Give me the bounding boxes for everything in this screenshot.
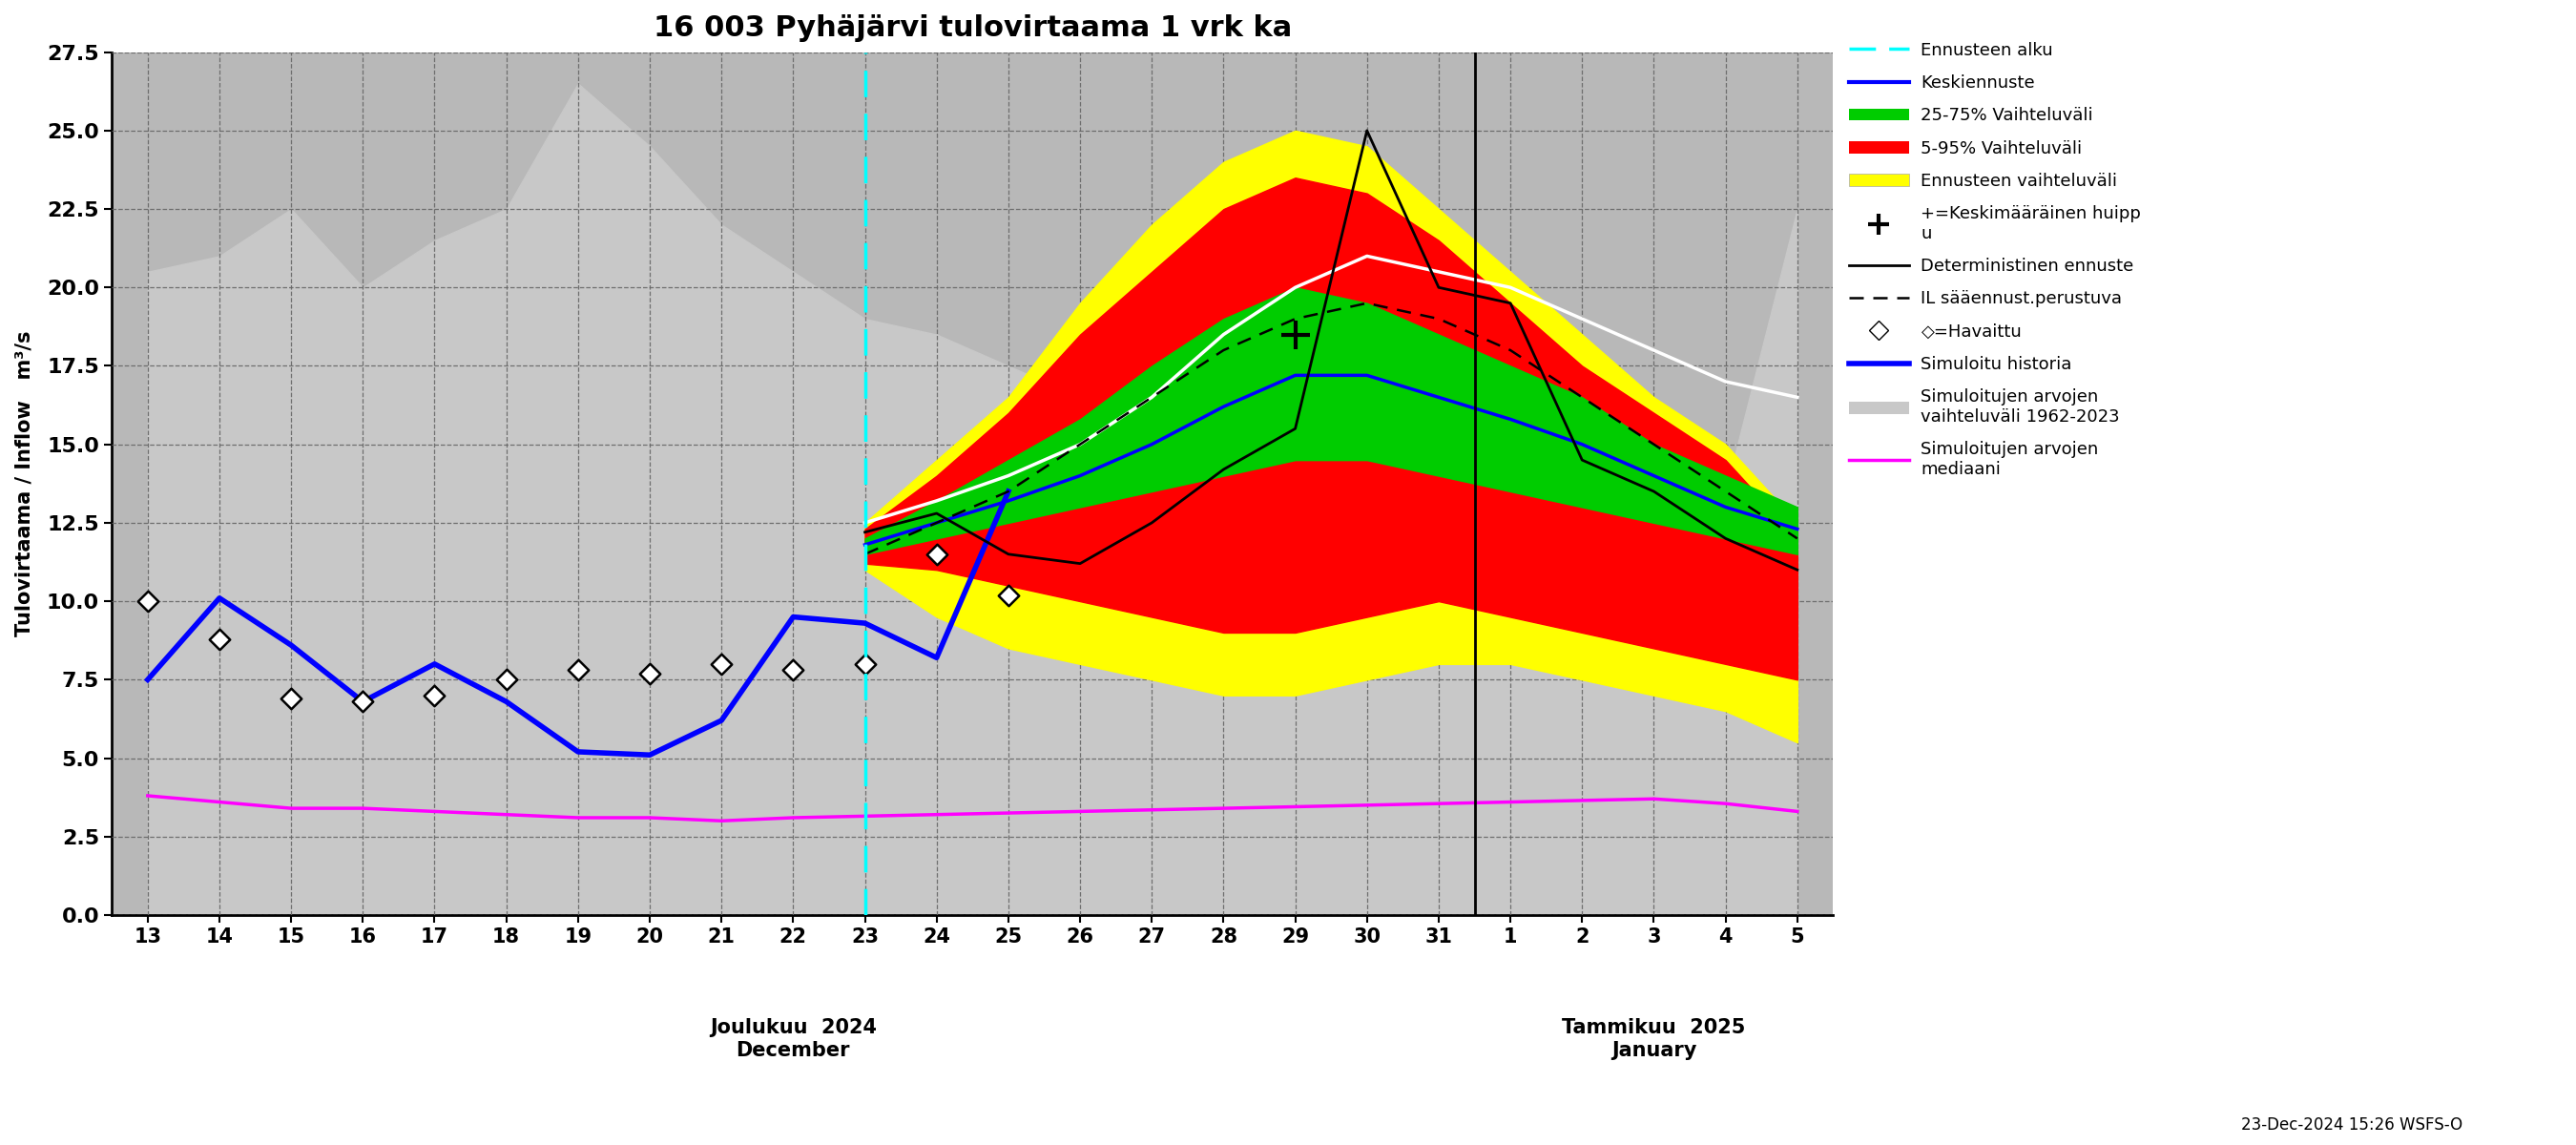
Point <box>415 686 456 704</box>
Point <box>126 592 167 610</box>
Point <box>556 661 598 679</box>
Text: Joulukuu  2024
December: Joulukuu 2024 December <box>711 1019 876 1060</box>
Point <box>987 586 1028 605</box>
Point <box>198 630 240 648</box>
Text: 23-Dec-2024 15:26 WSFS-O: 23-Dec-2024 15:26 WSFS-O <box>2241 1116 2463 1134</box>
Title: 16 003 Pyhäjärvi tulovirtaama 1 vrk ka: 16 003 Pyhäjärvi tulovirtaama 1 vrk ka <box>654 14 1291 42</box>
Point <box>773 661 814 679</box>
Point <box>845 655 886 673</box>
Point <box>917 545 958 563</box>
Point <box>343 693 384 711</box>
Point <box>629 664 670 682</box>
Point <box>487 671 528 689</box>
Point <box>701 655 742 673</box>
Point <box>270 689 312 708</box>
Y-axis label: Tulovirtaama / Inflow   m³/s: Tulovirtaama / Inflow m³/s <box>15 331 33 637</box>
Legend: Ennusteen alku, Keskiennuste, 25-75% Vaihteluväli, 5-95% Vaihteluväli, Ennusteen: Ennusteen alku, Keskiennuste, 25-75% Vai… <box>1842 34 2148 484</box>
Text: Tammikuu  2025
January: Tammikuu 2025 January <box>1561 1019 1747 1060</box>
